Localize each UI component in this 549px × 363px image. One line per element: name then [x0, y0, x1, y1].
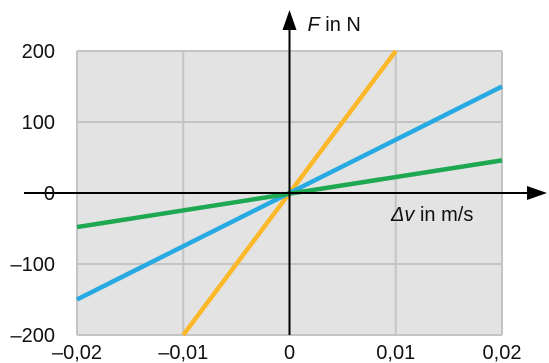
x-tick-label: –0,02: [52, 342, 102, 363]
x-axis-label-symbol: Δv: [390, 204, 415, 226]
y-tick-label: –200: [11, 325, 56, 347]
y-axis-label-symbol: F: [308, 14, 322, 36]
axes: [24, 10, 547, 335]
x-tick-label: 0,01: [376, 342, 415, 363]
x-tick-label: 0: [284, 342, 295, 363]
y-tick-label: –100: [11, 254, 56, 276]
x-axis-arrow: [527, 186, 547, 200]
x-axis-label: Δv in m/s: [390, 204, 473, 226]
y-tick-label: 0: [44, 183, 55, 205]
x-axis-label-unit: in m/s: [414, 204, 473, 226]
y-axis-label-unit: in N: [320, 14, 361, 36]
y-axis-label: F in N: [308, 14, 361, 36]
x-tick-label: 0,02: [483, 342, 522, 363]
y-tick-label: 100: [22, 112, 55, 134]
x-tick-label: –0,01: [158, 342, 208, 363]
tick-labels: –0,02 –0,01 0 0,01 0,02 –200 –100 0 100 200: [11, 41, 522, 363]
y-axis-arrow: [282, 10, 297, 30]
y-tick-label: 200: [22, 41, 55, 63]
